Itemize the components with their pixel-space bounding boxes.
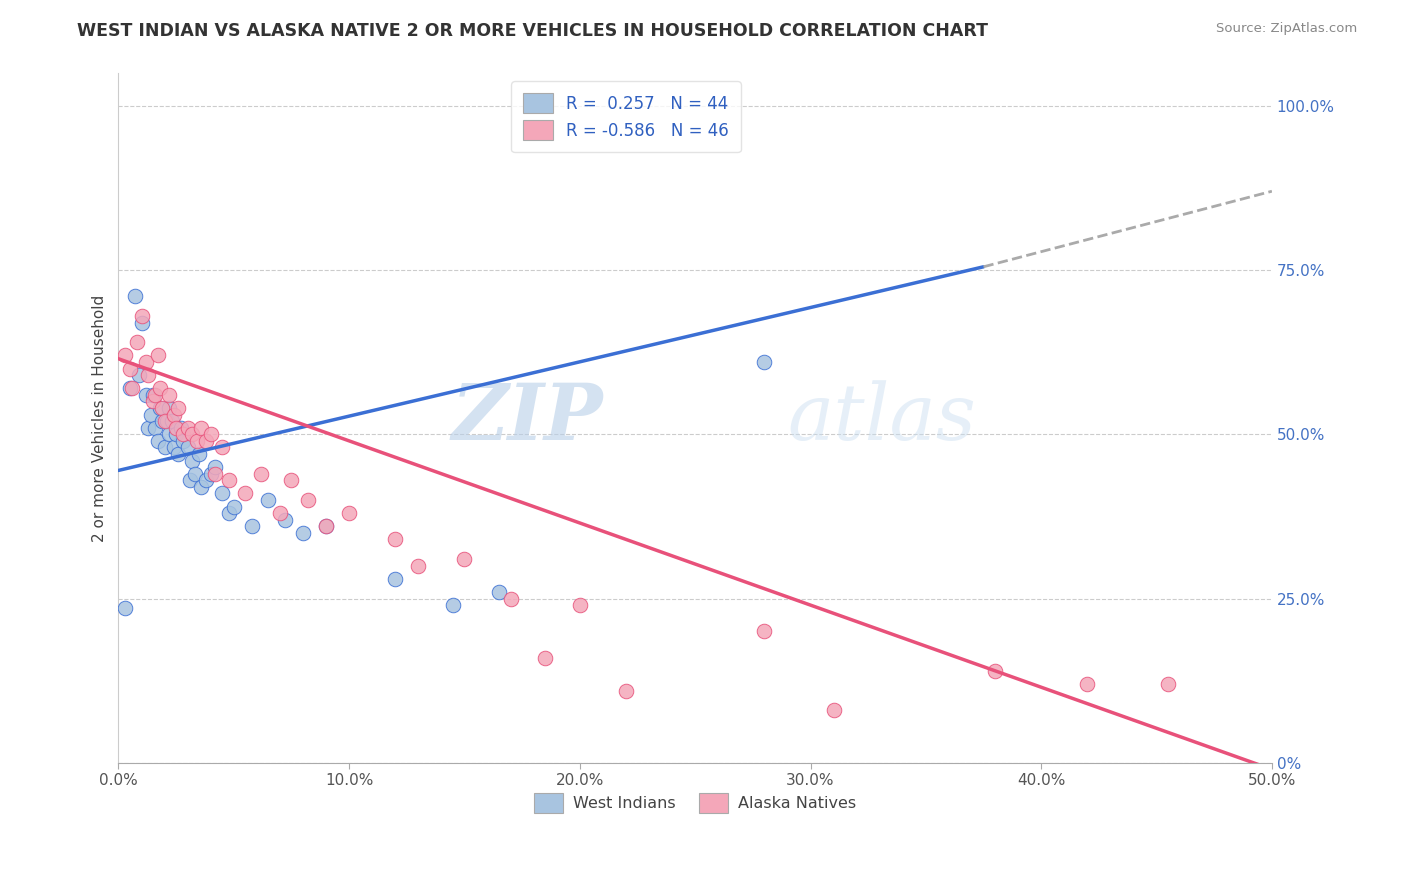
Point bbox=[1157, 677, 1180, 691]
Point bbox=[170, 421, 193, 435]
Point bbox=[167, 447, 190, 461]
Point bbox=[200, 427, 222, 442]
Point bbox=[297, 493, 319, 508]
Point bbox=[240, 519, 263, 533]
Point bbox=[176, 421, 198, 435]
Point bbox=[135, 355, 157, 369]
Y-axis label: 2 or more Vehicles in Household: 2 or more Vehicles in Household bbox=[93, 294, 107, 541]
Point bbox=[337, 506, 360, 520]
Point bbox=[157, 388, 180, 402]
Point bbox=[165, 427, 187, 442]
Point bbox=[138, 368, 160, 383]
Point bbox=[408, 558, 430, 573]
Point bbox=[211, 486, 233, 500]
Point bbox=[754, 355, 776, 369]
Point bbox=[499, 591, 522, 606]
Point bbox=[273, 513, 295, 527]
Point bbox=[614, 683, 637, 698]
Point bbox=[441, 598, 464, 612]
Point bbox=[157, 401, 180, 415]
Point bbox=[165, 421, 187, 435]
Point bbox=[128, 368, 150, 383]
Point bbox=[142, 388, 165, 402]
Point bbox=[118, 361, 141, 376]
Point bbox=[190, 421, 212, 435]
Point bbox=[150, 414, 173, 428]
Point bbox=[384, 533, 406, 547]
Point bbox=[150, 401, 173, 415]
Point bbox=[143, 388, 166, 402]
Point bbox=[153, 441, 176, 455]
Point bbox=[183, 467, 205, 481]
Point bbox=[114, 601, 136, 615]
Point bbox=[218, 473, 240, 487]
Point bbox=[157, 427, 180, 442]
Point bbox=[118, 381, 141, 395]
Point bbox=[179, 473, 201, 487]
Point bbox=[384, 572, 406, 586]
Point bbox=[233, 486, 256, 500]
Point bbox=[190, 480, 212, 494]
Point bbox=[200, 467, 222, 481]
Point bbox=[257, 493, 280, 508]
Point bbox=[250, 467, 273, 481]
Point bbox=[176, 441, 198, 455]
Point bbox=[114, 349, 136, 363]
Point bbox=[292, 525, 315, 540]
Point bbox=[163, 408, 186, 422]
Point bbox=[269, 506, 291, 520]
Point bbox=[211, 441, 233, 455]
Point bbox=[568, 598, 591, 612]
Point bbox=[121, 381, 143, 395]
Point bbox=[146, 434, 169, 448]
Point bbox=[1076, 677, 1098, 691]
Point bbox=[160, 414, 183, 428]
Point bbox=[222, 500, 245, 514]
Text: WEST INDIAN VS ALASKA NATIVE 2 OR MORE VEHICLES IN HOUSEHOLD CORRELATION CHART: WEST INDIAN VS ALASKA NATIVE 2 OR MORE V… bbox=[77, 22, 988, 40]
Text: Source: ZipAtlas.com: Source: ZipAtlas.com bbox=[1216, 22, 1357, 36]
Point bbox=[167, 401, 190, 415]
Legend: West Indians, Alaska Natives: West Indians, Alaska Natives bbox=[523, 782, 868, 824]
Point bbox=[143, 421, 166, 435]
Point bbox=[149, 381, 172, 395]
Point bbox=[195, 473, 218, 487]
Point bbox=[488, 585, 510, 599]
Point bbox=[315, 519, 337, 533]
Point bbox=[453, 552, 475, 566]
Point bbox=[138, 421, 160, 435]
Text: ZIP: ZIP bbox=[451, 380, 603, 456]
Point bbox=[142, 394, 165, 409]
Point bbox=[163, 441, 186, 455]
Point bbox=[156, 414, 179, 428]
Point bbox=[125, 335, 148, 350]
Point bbox=[204, 460, 226, 475]
Point bbox=[218, 506, 240, 520]
Point bbox=[131, 309, 153, 323]
Point bbox=[534, 650, 557, 665]
Point bbox=[139, 408, 162, 422]
Point bbox=[984, 664, 1007, 678]
Point bbox=[124, 289, 146, 303]
Point bbox=[280, 473, 302, 487]
Point bbox=[823, 703, 845, 717]
Point bbox=[204, 467, 226, 481]
Point bbox=[172, 427, 194, 442]
Point bbox=[195, 434, 218, 448]
Point bbox=[181, 453, 204, 467]
Point bbox=[186, 434, 208, 448]
Point bbox=[135, 388, 157, 402]
Point bbox=[754, 624, 776, 639]
Point bbox=[146, 349, 169, 363]
Point bbox=[153, 414, 176, 428]
Point bbox=[181, 427, 204, 442]
Point bbox=[131, 316, 153, 330]
Point bbox=[172, 434, 194, 448]
Point bbox=[149, 401, 172, 415]
Point bbox=[188, 447, 211, 461]
Text: atlas: atlas bbox=[787, 380, 976, 456]
Point bbox=[315, 519, 337, 533]
